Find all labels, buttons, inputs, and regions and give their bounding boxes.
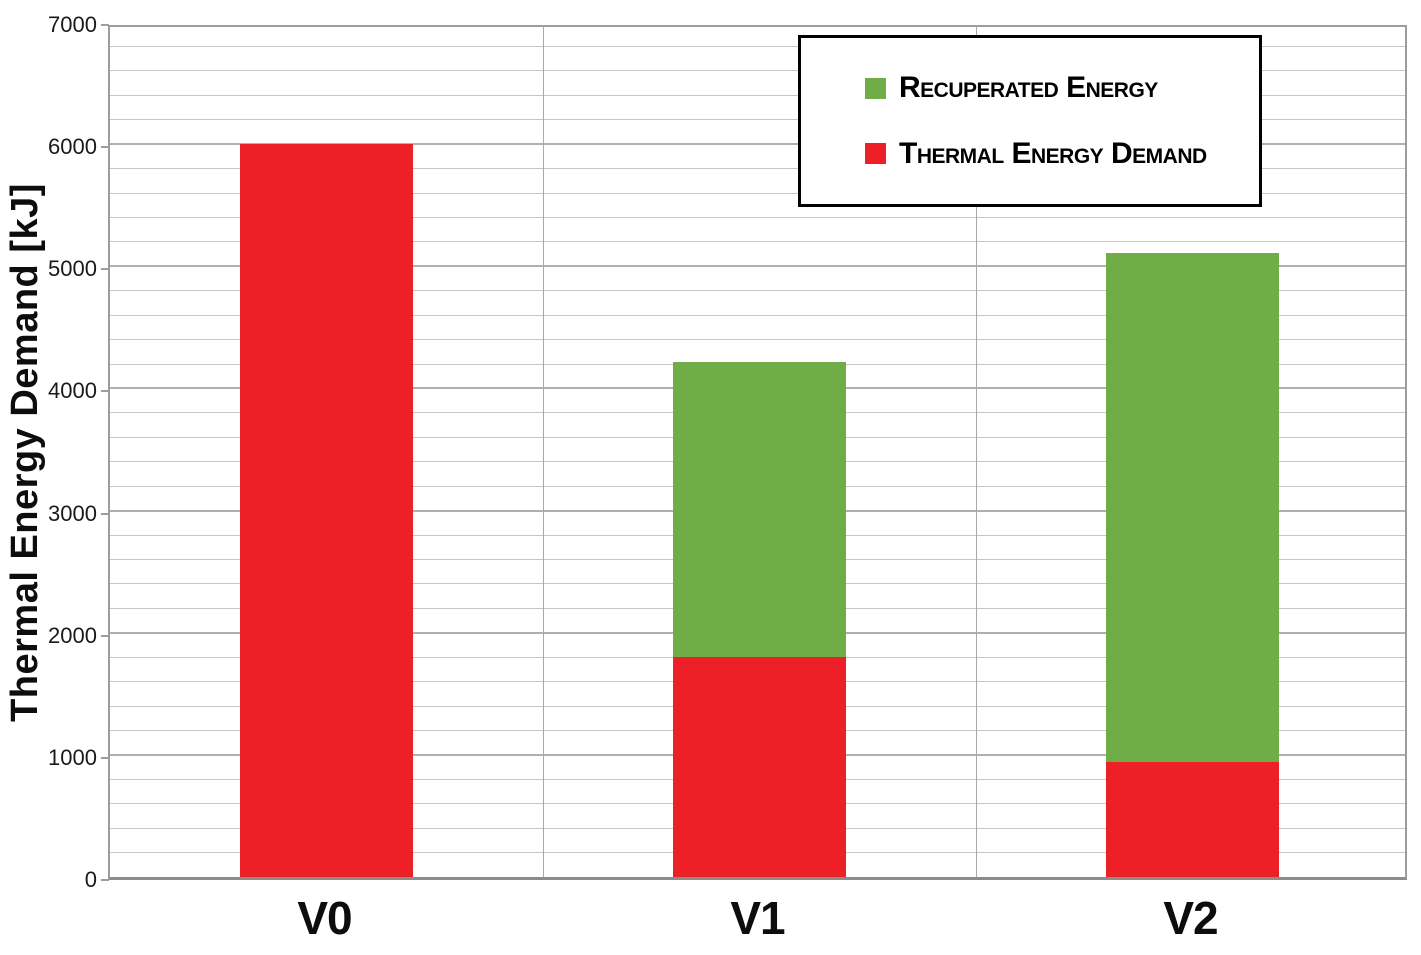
y-tick-label: 7000 [48, 12, 97, 37]
y-tick-mark [101, 146, 109, 149]
legend-label: Recuperated Energy [899, 71, 1158, 105]
minor-gridline [110, 192, 1405, 194]
minor-gridline [110, 94, 1405, 96]
minor-gridline [110, 290, 1405, 292]
minor-gridline [110, 45, 1405, 47]
y-tick-label: 3000 [48, 500, 97, 526]
minor-gridline [110, 339, 1405, 341]
x-category-label-v1: V1 [730, 892, 785, 944]
y-tick-mark [101, 24, 109, 26]
y-tick-label: 4000 [48, 378, 97, 404]
minor-gridline [110, 70, 1405, 72]
legend-entry: Recuperated Energy [865, 73, 1259, 103]
minor-gridline [110, 119, 1405, 121]
minor-gridline [110, 216, 1405, 218]
bar-v1-recuperated [673, 361, 846, 658]
y-tick-label: 0 [84, 867, 97, 892]
legend-label: Thermal Energy Demand [899, 136, 1207, 170]
x-category-label-v0: V0 [297, 892, 352, 944]
bar-v2-thermal-demand [1106, 762, 1279, 877]
x-category-label-v2: V2 [1163, 892, 1218, 944]
major-gridline [110, 265, 1405, 268]
minor-gridline [110, 168, 1405, 170]
bar-v2-recuperated [1106, 252, 1279, 763]
y-tick-label: 1000 [48, 744, 97, 770]
category-divider [543, 27, 544, 877]
legend-swatch-icon [865, 77, 886, 99]
category-divider [976, 27, 977, 877]
y-tick-label: 6000 [48, 134, 97, 160]
legend-entry: Thermal Energy Demand [865, 136, 1259, 170]
y-tick-mark [101, 756, 109, 759]
legend-swatch-icon [865, 143, 886, 165]
y-tick-label: 2000 [48, 622, 97, 648]
y-tick-mark [101, 268, 109, 271]
major-gridline [110, 143, 1405, 146]
minor-gridline [110, 314, 1405, 316]
y-tick-label: 5000 [48, 256, 97, 282]
y-tick-mark [101, 512, 109, 515]
legend: Recuperated Energy Thermal Energy Demand [798, 35, 1262, 207]
y-tick-mark [101, 879, 109, 881]
bar-v1-thermal-demand [673, 657, 846, 877]
y-tick-mark [101, 390, 109, 393]
y-tick-mark [101, 634, 109, 637]
bar-v0-thermal-demand [240, 144, 413, 877]
minor-gridline [110, 241, 1405, 243]
